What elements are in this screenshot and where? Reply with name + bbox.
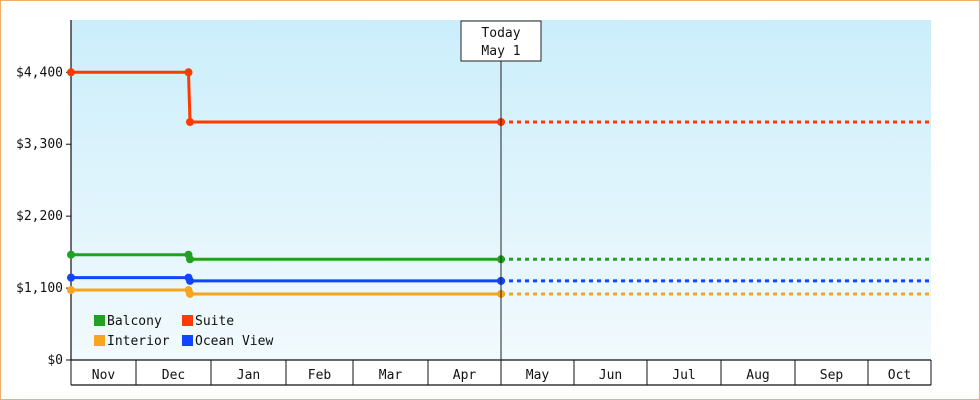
x-month-label: Jan	[237, 368, 260, 383]
legend-item: Suite	[182, 314, 234, 329]
series-point	[184, 68, 193, 77]
x-month-label: Oct	[888, 368, 911, 383]
x-month-label: Jul	[672, 368, 695, 383]
today-label: Today	[481, 26, 520, 41]
series-point	[67, 273, 75, 282]
x-month-label: Dec	[162, 368, 185, 383]
series-point	[67, 286, 75, 295]
series-point	[186, 289, 194, 298]
x-month-label: Feb	[308, 368, 332, 383]
legend-item: Ocean View	[182, 334, 273, 349]
series-point	[67, 68, 75, 77]
x-month-label: Apr	[453, 368, 477, 383]
y-tick-label: $0	[47, 353, 63, 368]
y-tick-label: $1,100	[16, 281, 63, 296]
x-month-label: Jun	[599, 368, 622, 383]
legend-item: Balcony	[94, 314, 162, 329]
legend-swatch	[182, 335, 193, 346]
legend-label: Ocean View	[195, 334, 273, 349]
today-box	[460, 20, 542, 62]
x-month-label: Mar	[379, 368, 403, 383]
legend-swatch	[94, 335, 105, 346]
x-month-label: Aug	[746, 368, 769, 383]
series-point	[186, 118, 194, 126]
series-point	[186, 276, 194, 285]
legend-swatch	[182, 315, 193, 326]
today-date: May 1	[481, 44, 520, 59]
legend-label: Interior	[107, 334, 170, 349]
y-tick-label: $2,200	[16, 209, 63, 224]
x-month-label: May	[526, 368, 550, 383]
legend-label: Suite	[195, 314, 234, 329]
y-tick-label: $3,300	[16, 137, 63, 152]
series-point	[186, 255, 194, 264]
legend-item: Interior	[94, 334, 170, 349]
x-month-label: Nov	[92, 368, 116, 383]
legend-swatch	[94, 315, 105, 326]
series-point	[67, 250, 75, 259]
x-month-label: Sep	[820, 368, 844, 383]
series-ocean-view	[67, 273, 931, 285]
series-interior	[67, 286, 931, 298]
legend-label: Balcony	[107, 314, 162, 329]
y-tick-label: $4,400	[16, 65, 63, 80]
series-line	[71, 70, 501, 124]
